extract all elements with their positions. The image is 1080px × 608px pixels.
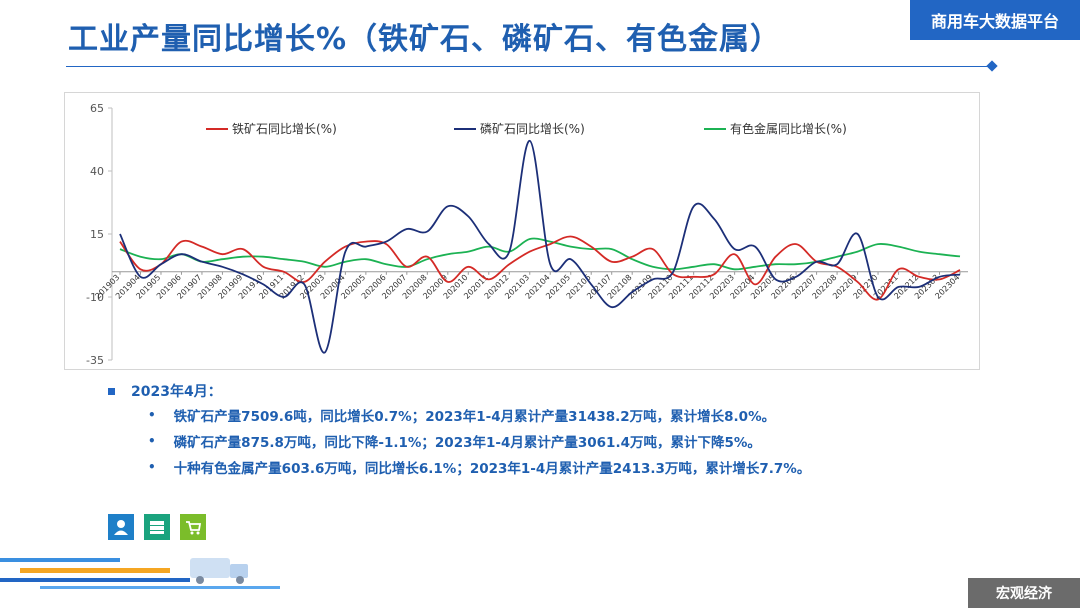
dot-bullet-icon: • xyxy=(148,434,156,448)
series-phosphate-line xyxy=(119,139,961,354)
brand-badge: 商用车大数据平台 xyxy=(910,0,1080,40)
note-iron-ore: 铁矿石产量7509.6吨，同比增长0.7%；2023年1-4月累计产量31438… xyxy=(173,409,776,425)
square-bullet-icon xyxy=(108,387,115,395)
section-tag: 宏观经济 xyxy=(968,578,1080,608)
y-tick-label: 40 xyxy=(90,165,104,178)
note-nonferrous: 十种有色金属产量603.6万吨，同比增长6.1%；2023年1-4月累计产量24… xyxy=(173,461,811,477)
y-tick-label: -10 xyxy=(86,291,104,304)
icon-row xyxy=(108,514,206,540)
note-item: • 铁矿石产量7509.6吨，同比增长0.7%；2023年1-4月累计产量314… xyxy=(148,402,810,428)
notes-heading-row: 2023年4月： xyxy=(108,380,810,402)
legend-label: 有色金属同比增长(%) xyxy=(730,121,847,136)
notes: 2023年4月： • 铁矿石产量7509.6吨，同比增长0.7%；2023年1-… xyxy=(108,380,810,480)
note-item: • 磷矿石产量875.8万吨，同比下降-1.1%；2023年1-4月累计产量30… xyxy=(148,428,810,454)
underline-diamond xyxy=(986,60,998,72)
notes-heading: 2023年4月： xyxy=(131,384,222,400)
note-item: • 十种有色金属产量603.6万吨，同比增长6.1%；2023年1-4月累计产量… xyxy=(148,454,810,480)
title-underline xyxy=(66,66,994,67)
line-chart: -35-101540652019032019042019052019062019… xyxy=(86,102,968,367)
y-tick-label: 15 xyxy=(90,228,104,241)
worker-icon xyxy=(108,514,134,540)
note-phosphate: 磷矿石产量875.8万吨，同比下降-1.1%；2023年1-4月累计产量3061… xyxy=(173,435,761,451)
dot-bullet-icon: • xyxy=(148,408,156,422)
legend-label: 铁矿石同比增长(%) xyxy=(232,122,337,136)
page-title: 工业产量同比增长%（铁矿石、磷矿石、有色金属） xyxy=(68,22,782,57)
y-tick-label: -35 xyxy=(86,354,104,367)
cash-icon xyxy=(144,514,170,540)
series-iron-ore-line xyxy=(119,235,961,301)
legend-label: 磷矿石同比增长(%) xyxy=(480,121,585,136)
y-tick-label: 65 xyxy=(90,102,104,115)
dot-bullet-icon: • xyxy=(148,460,156,474)
truck-banner-decoration xyxy=(0,558,280,589)
chart-frame xyxy=(64,92,980,370)
cart-icon xyxy=(180,514,206,540)
